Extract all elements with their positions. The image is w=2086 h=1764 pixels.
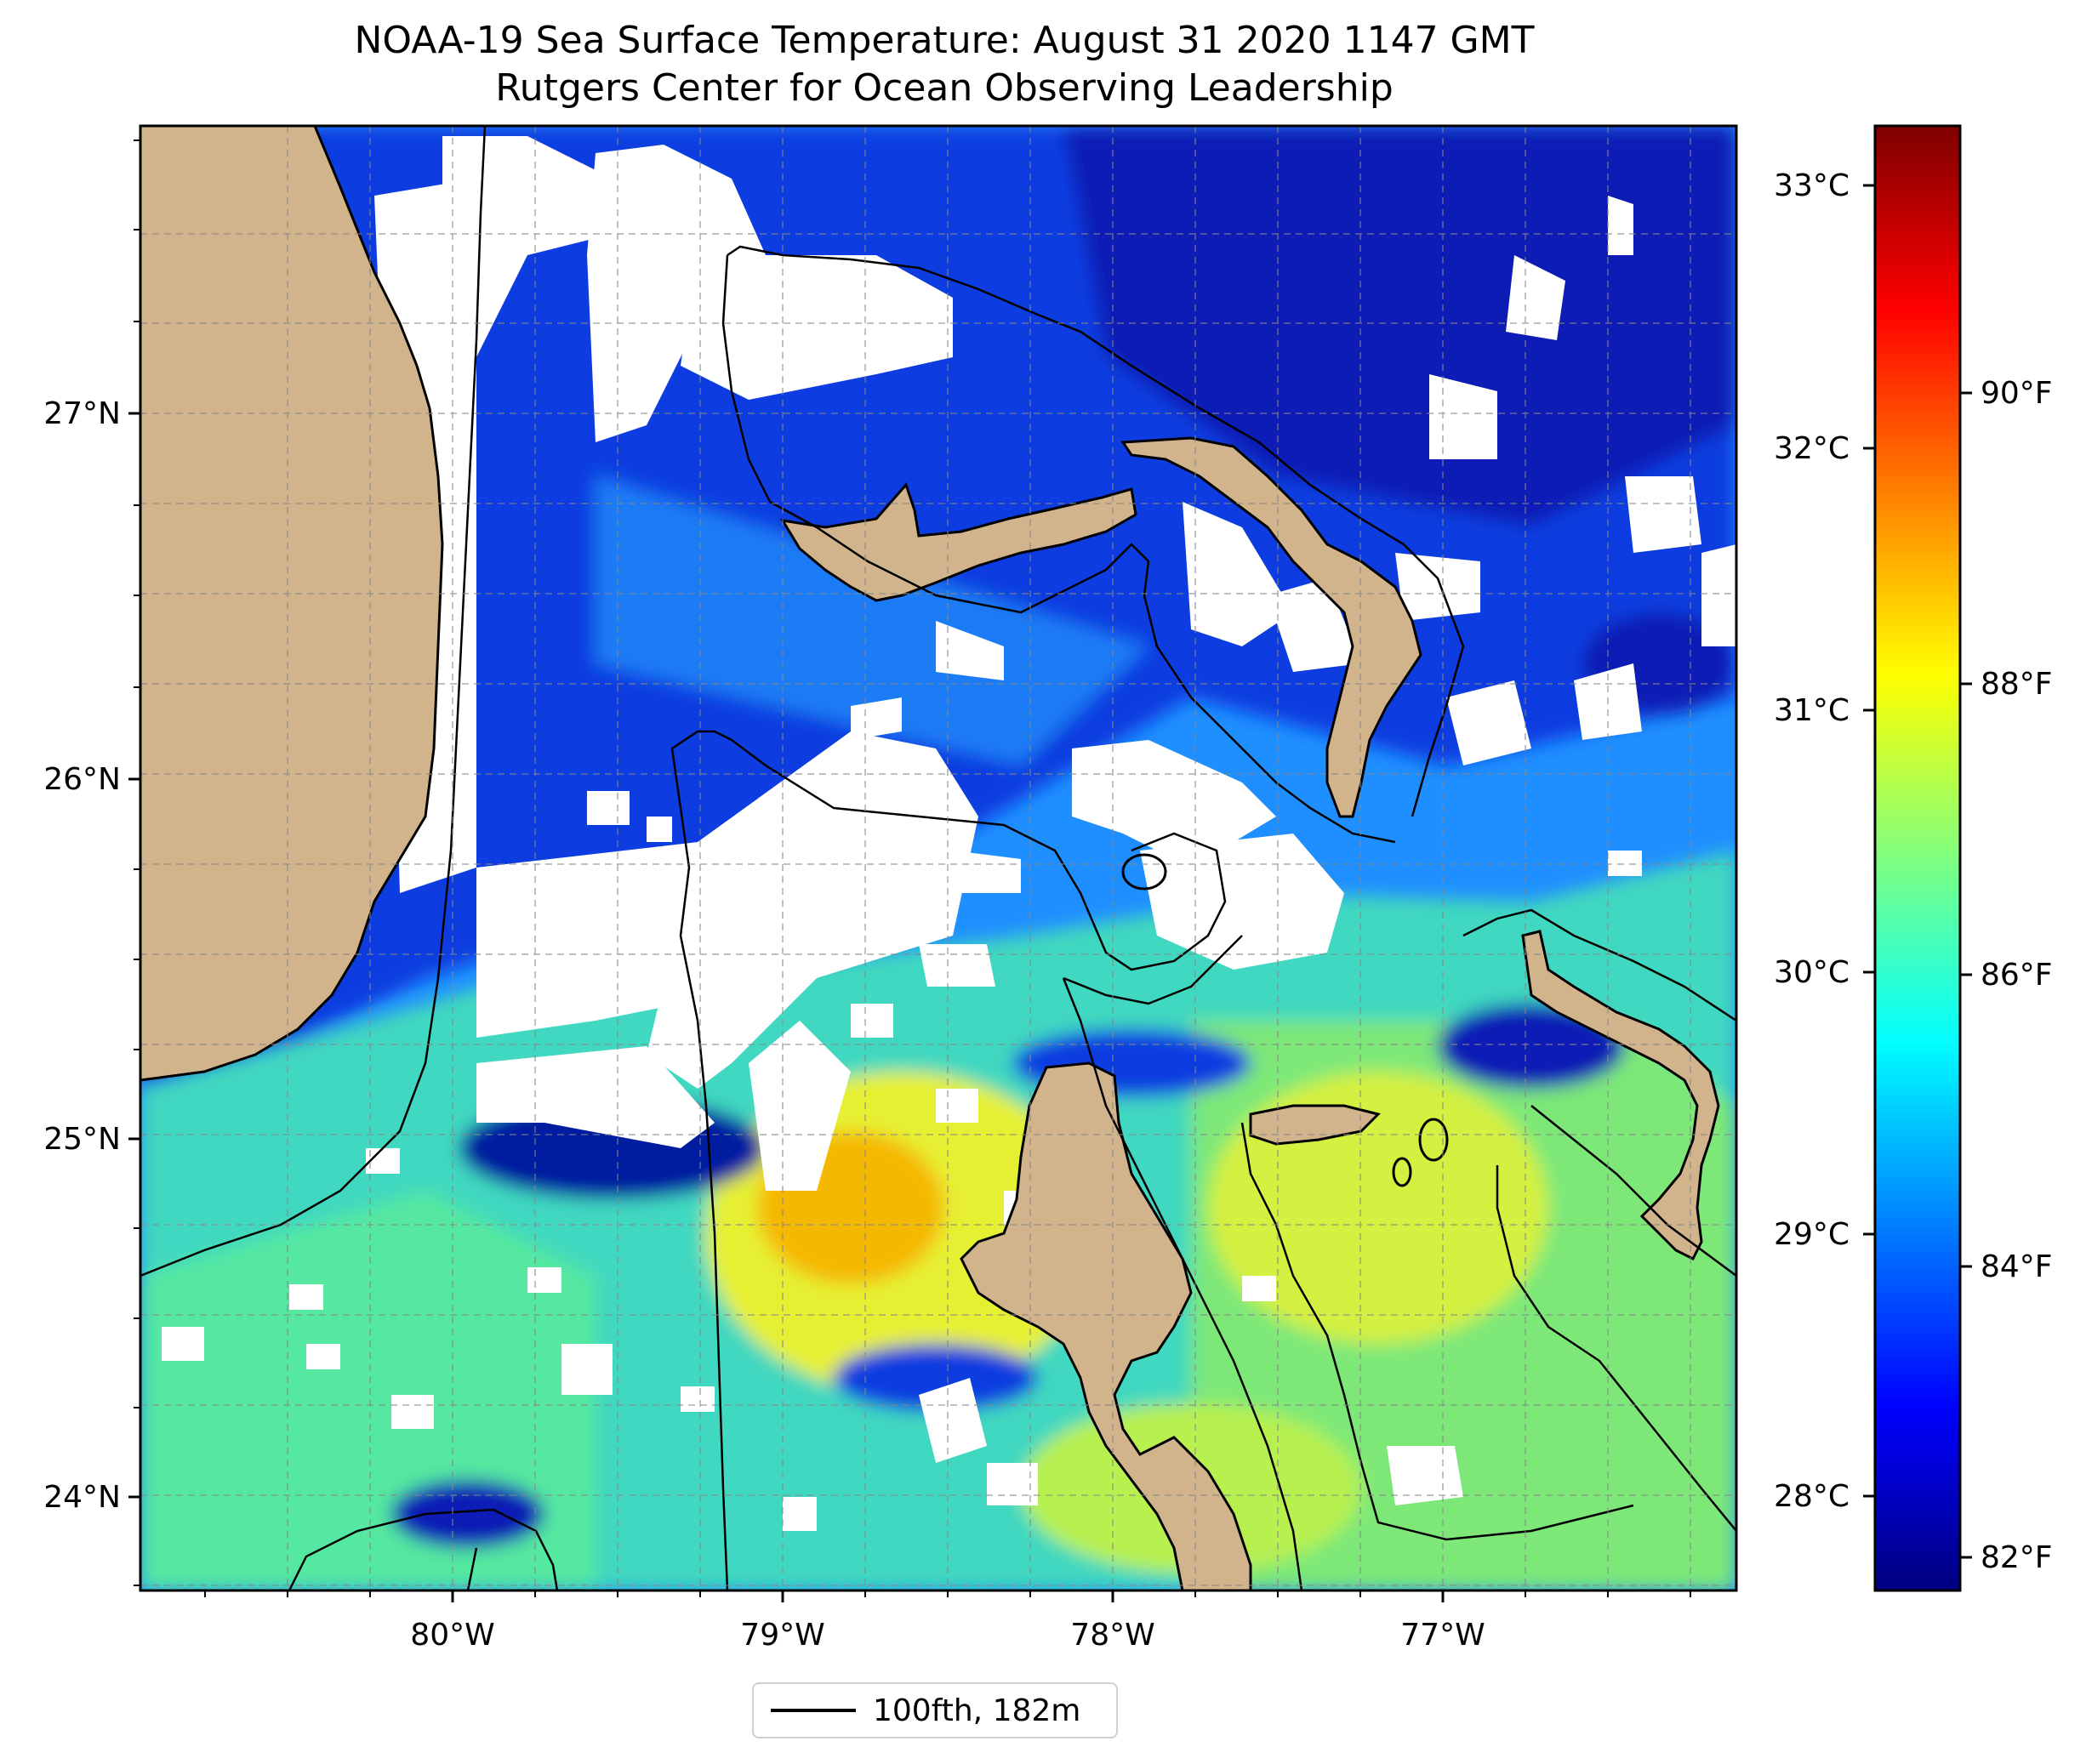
isobath-100fth [140,126,1736,1590]
fahrenheit-tick-label: 82°F [1981,1540,2053,1575]
fahrenheit-tick-label: 86°F [1981,958,2053,993]
new-providence-island [1249,1104,1381,1146]
fahrenheit-tick-label: 84°F [1981,1249,2053,1284]
map-subtitle: Rutgers Center for Ocean Observing Leade… [495,66,1394,110]
lon-ticks [451,1590,1445,1602]
lon-minor-ticks [204,1590,1691,1597]
celsius-tick-label: 33°C [1774,168,1849,203]
map-legend: 100fth, 182m [752,1682,1118,1738]
lon-tick-label: 79°W [740,1618,824,1653]
eleuthera-island [1521,930,1720,1261]
fahrenheit-ticks [1960,391,1972,1559]
grand-bahama-island [780,482,1137,602]
fahrenheit-tick-label: 88°F [1981,667,2053,702]
lat-tick-label: 25°N [43,1122,121,1157]
map-gridlines [140,126,1736,1590]
map-title: NOAA-19 Sea Surface Temperature: August … [354,19,1535,62]
lat-tick-label: 27°N [43,396,121,431]
fahrenheit-tick-label: 90°F [1981,376,2053,411]
lon-tick-label: 78°W [1070,1618,1154,1653]
map-frame [139,124,1738,1592]
celsius-ticks [1863,184,1875,1498]
colorbar [1873,124,1962,1592]
celsius-tick-label: 28°C [1774,1479,1849,1514]
lat-minor-ticks [134,139,140,1586]
abaco-island [1120,436,1422,818]
lat-ticks [128,412,140,1499]
lon-tick-label: 80°W [410,1618,494,1653]
celsius-tick-label: 31°C [1774,693,1849,728]
sst-field [140,126,1736,1590]
celsius-tick-label: 29°C [1774,1217,1849,1252]
lat-tick-label: 24°N [43,1480,121,1515]
lat-tick-label: 26°N [43,762,121,797]
florida-landmass [140,126,444,1082]
lon-tick-label: 77°W [1400,1618,1485,1653]
celsius-tick-label: 30°C [1774,955,1849,990]
celsius-tick-label: 32°C [1774,431,1849,466]
legend-label: 100fth, 182m [873,1693,1081,1728]
legend-line-swatch [771,1709,856,1712]
